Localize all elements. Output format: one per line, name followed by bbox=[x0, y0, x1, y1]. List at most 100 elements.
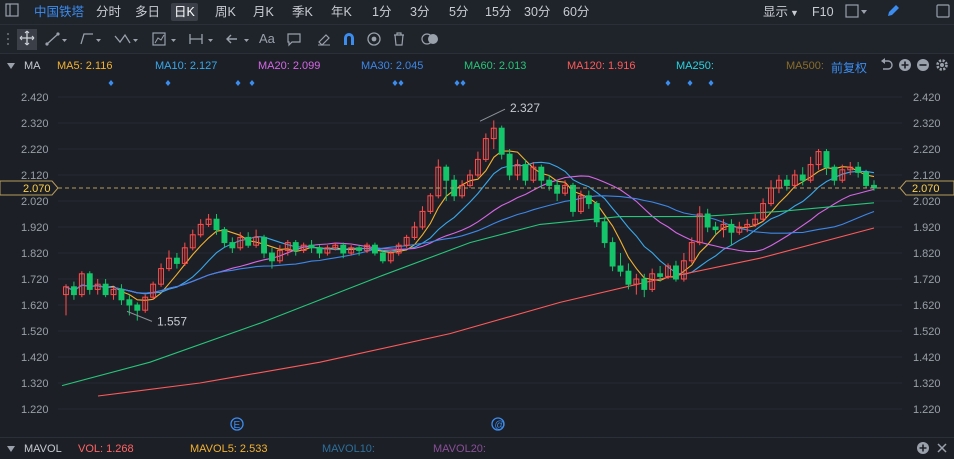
tab-daily-k[interactable]: 日K bbox=[171, 3, 198, 21]
remove-indicator-icon[interactable] bbox=[916, 58, 930, 75]
ma500-value: MA500: bbox=[786, 60, 824, 72]
event-diamond-icon bbox=[687, 80, 693, 86]
tab-intraday[interactable]: 分时 bbox=[96, 5, 122, 19]
candle-body bbox=[102, 283, 109, 296]
eraser-icon[interactable] bbox=[316, 31, 332, 50]
y-tick-label-right: 2.320 bbox=[913, 118, 941, 130]
candle-body bbox=[142, 296, 149, 311]
trash-icon[interactable] bbox=[391, 31, 407, 50]
collapse-triangle-icon[interactable] bbox=[6, 61, 16, 74]
ma60-line bbox=[61, 202, 875, 387]
mavol5-value: MAVOL5: 2.533 bbox=[190, 443, 268, 455]
candle-body bbox=[158, 268, 165, 285]
candle-body bbox=[189, 234, 196, 249]
ray-tool-icon[interactable] bbox=[79, 31, 103, 50]
close-icon[interactable] bbox=[935, 441, 949, 458]
candle-body bbox=[173, 257, 180, 264]
draw-pen-icon[interactable] bbox=[885, 3, 901, 23]
tab-3min[interactable]: 3分 bbox=[410, 5, 430, 19]
tab-monthly-k[interactable]: 月K bbox=[253, 5, 274, 19]
candle-body bbox=[86, 273, 93, 290]
wave-tool-icon[interactable] bbox=[114, 31, 140, 50]
collapse-triangle-icon[interactable] bbox=[6, 444, 16, 457]
candle-body bbox=[261, 236, 267, 254]
stock-name-tab[interactable]: 中国铁塔 bbox=[34, 5, 85, 19]
tab-15min[interactable]: 15分 bbox=[485, 5, 512, 19]
candle-body bbox=[617, 265, 624, 272]
candle-body bbox=[419, 210, 426, 228]
candle-body bbox=[823, 151, 830, 168]
f10-button[interactable]: F10 bbox=[812, 5, 834, 19]
event-circle-icon bbox=[230, 417, 244, 431]
settings-gear-icon[interactable] bbox=[935, 58, 949, 75]
y-tick-label-right: 2.120 bbox=[913, 170, 941, 182]
candle-body bbox=[324, 247, 331, 254]
line-tool-icon[interactable] bbox=[45, 31, 69, 50]
candle-body bbox=[205, 218, 212, 225]
candle-body bbox=[118, 288, 125, 301]
eye-icon[interactable] bbox=[366, 31, 382, 50]
text-tool-button[interactable]: Aa bbox=[259, 31, 275, 46]
candle-body bbox=[411, 226, 418, 238]
candle-body bbox=[371, 244, 378, 254]
undo-icon[interactable] bbox=[879, 58, 893, 75]
high-annotation-label: 2.327 bbox=[510, 101, 540, 115]
display-menu-button[interactable]: 显示 ▼ bbox=[763, 4, 799, 21]
sidebar-toggle-icon[interactable] bbox=[5, 3, 19, 21]
chart-grid bbox=[58, 96, 902, 410]
grip-icon bbox=[6, 31, 12, 50]
candle-body bbox=[166, 257, 172, 270]
candle-body bbox=[554, 184, 561, 194]
candle-body bbox=[482, 138, 489, 160]
candle-body bbox=[768, 187, 774, 205]
candle-body bbox=[593, 203, 600, 223]
candle-body bbox=[562, 184, 569, 194]
candle-body bbox=[514, 164, 521, 176]
add-indicator-icon[interactable] bbox=[916, 441, 930, 458]
mavol-indicator-label[interactable]: MAVOL bbox=[24, 443, 62, 455]
candle-body bbox=[110, 288, 117, 296]
candlestick-chart[interactable]: 2.420 2.320 2.220 2.120 2.020 1.920 1.820 1.720… bbox=[0, 77, 954, 437]
candle-body bbox=[633, 278, 640, 285]
layout-select-button[interactable] bbox=[845, 3, 869, 23]
y-tick-label-left: 2.120 bbox=[21, 170, 49, 182]
ma20-value: MA20: 2.099 bbox=[258, 60, 321, 72]
candle-body bbox=[70, 286, 77, 296]
candle-body bbox=[657, 273, 664, 277]
ma10-value: MA10: 2.127 bbox=[155, 60, 218, 72]
tab-quarterly-k[interactable]: 季K bbox=[292, 5, 313, 19]
measure-tool-icon[interactable] bbox=[151, 31, 179, 50]
event-diamond-icon bbox=[454, 80, 460, 86]
crosshair-icon[interactable] bbox=[17, 29, 37, 50]
current-price-label-left: 2.070 bbox=[23, 183, 51, 195]
chart-overlay: 2.070 2.070 2.327 1.557 E @ bbox=[0, 101, 954, 431]
tab-yearly-k[interactable]: 年K bbox=[331, 5, 352, 19]
range-tool-icon[interactable] bbox=[188, 31, 216, 50]
y-tick-label-left: 1.620 bbox=[21, 300, 49, 312]
comment-icon[interactable] bbox=[286, 31, 302, 50]
back-arrow-icon[interactable] bbox=[224, 31, 252, 50]
event-diamond-icon bbox=[665, 80, 671, 86]
tab-multiday[interactable]: 多日 bbox=[135, 5, 161, 19]
chevron-down-icon: ▼ bbox=[790, 8, 799, 18]
candle-body bbox=[340, 244, 347, 254]
candle-body bbox=[546, 179, 553, 186]
add-indicator-icon[interactable] bbox=[898, 58, 912, 75]
candle-body bbox=[379, 252, 386, 262]
tab-5min[interactable]: 5分 bbox=[449, 5, 469, 19]
candle-body bbox=[348, 247, 355, 254]
ma-indicator-label[interactable]: MA bbox=[24, 60, 41, 72]
price-adjust-button[interactable]: 前复权 bbox=[831, 61, 868, 75]
candle-body bbox=[490, 127, 497, 140]
candle-body bbox=[150, 283, 157, 298]
candle-body bbox=[863, 171, 870, 186]
tab-30min[interactable]: 30分 bbox=[524, 5, 551, 19]
tab-weekly-k[interactable]: 周K bbox=[215, 5, 236, 19]
candle-body bbox=[665, 265, 671, 277]
tab-1min[interactable]: 1分 bbox=[372, 5, 392, 19]
magnet-icon[interactable] bbox=[341, 31, 357, 50]
tab-60min[interactable]: 60分 bbox=[563, 5, 590, 19]
window-square-icon[interactable] bbox=[935, 3, 951, 23]
candle-body bbox=[625, 270, 632, 285]
toggle-icon[interactable] bbox=[421, 31, 439, 50]
